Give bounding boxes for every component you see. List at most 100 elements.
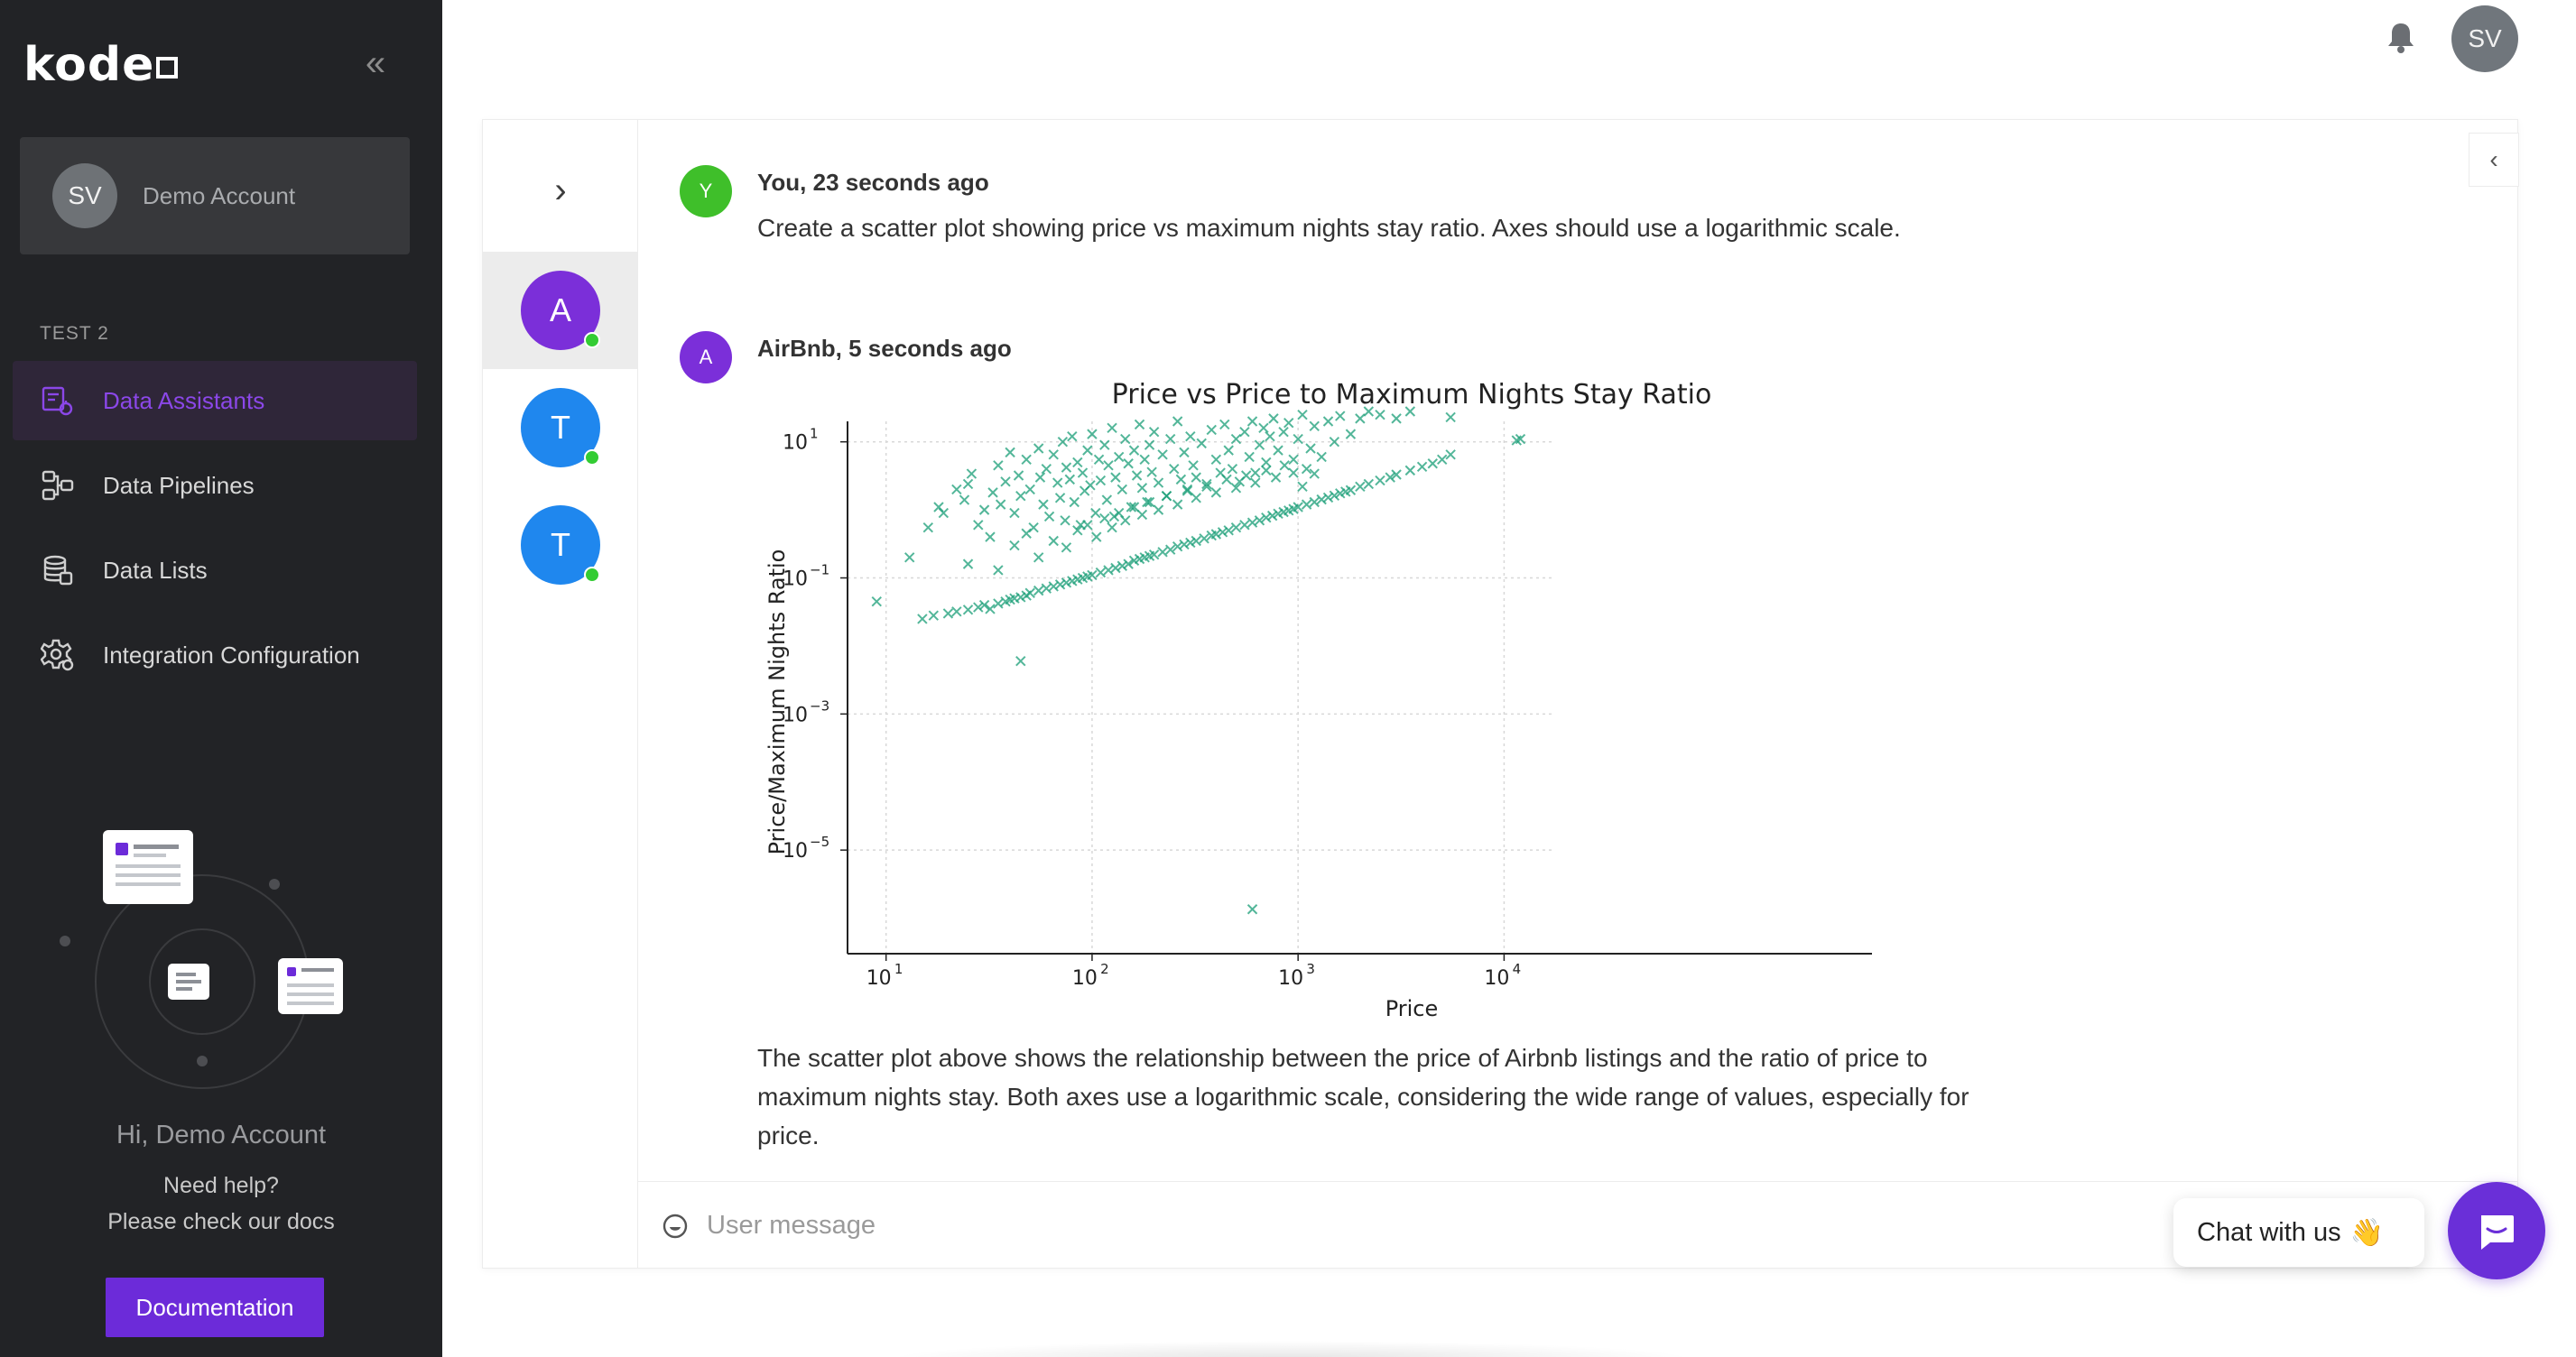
data-point xyxy=(1322,416,1334,427)
sidebar-item-integration-configuration[interactable]: Integration Configuration xyxy=(13,615,417,695)
help-docs-text: Please check our docs xyxy=(107,1209,335,1234)
chat-with-us-label: Chat with us xyxy=(2197,1217,2341,1247)
data-point xyxy=(1069,496,1080,508)
sidebar-item-data-assistants[interactable]: Data Assistants xyxy=(13,361,417,440)
assistant-avatar: A xyxy=(521,271,600,350)
data-point xyxy=(1223,525,1234,536)
data-point xyxy=(1015,491,1026,502)
account-card[interactable]: SV Demo Account xyxy=(20,137,410,254)
data-point xyxy=(1210,487,1222,498)
data-point xyxy=(985,531,996,542)
data-point xyxy=(1054,579,1066,590)
bell-icon[interactable] xyxy=(2385,20,2417,56)
sidebar-item-data-pipelines[interactable]: Data Pipelines xyxy=(13,446,417,525)
assistant-item-1[interactable]: A xyxy=(483,252,638,369)
data-point xyxy=(1033,585,1044,596)
data-point xyxy=(1099,439,1110,450)
data-point xyxy=(1077,467,1089,478)
assistant-item-3[interactable]: T xyxy=(483,486,638,604)
data-point xyxy=(1329,436,1340,448)
collapse-sidebar-icon[interactable]: « xyxy=(365,43,386,83)
data-point xyxy=(1283,417,1294,429)
chat-launcher-button[interactable] xyxy=(2448,1182,2545,1279)
data-point xyxy=(938,507,950,519)
data-point xyxy=(1363,478,1375,490)
data-point xyxy=(1206,424,1217,436)
scatter-chart: Price vs Price to Maximum Nights Stay Ra… xyxy=(764,382,1872,1021)
data-point xyxy=(1240,470,1252,481)
y-tick-exponent: −5 xyxy=(810,834,829,850)
data-point xyxy=(1244,451,1255,463)
data-point xyxy=(1148,549,1160,560)
data-point xyxy=(1153,504,1164,515)
x-tick-label: 10 xyxy=(1278,967,1303,990)
data-point xyxy=(1009,507,1020,519)
assistant-avatar: T xyxy=(521,388,600,467)
x-tick-exponent: 3 xyxy=(1306,961,1315,977)
data-point xyxy=(1117,484,1127,495)
data-point xyxy=(1157,449,1168,460)
message-header: You, 23 seconds ago xyxy=(757,169,989,196)
chevron-left-icon[interactable]: ‹ xyxy=(2469,133,2519,187)
data-point xyxy=(1246,517,1258,528)
data-point xyxy=(1005,447,1015,458)
database-icon xyxy=(40,552,76,588)
data-point xyxy=(1293,502,1303,512)
data-point xyxy=(1101,494,1113,505)
data-point xyxy=(962,478,974,490)
data-point xyxy=(951,606,962,617)
x-tick-label: 10 xyxy=(1072,967,1098,990)
sidebar-nav: Data Assistants Data Pipelines xyxy=(13,361,417,700)
data-point xyxy=(1165,544,1176,555)
chevron-right-icon[interactable]: › xyxy=(554,171,567,210)
data-point xyxy=(1375,409,1385,420)
data-point xyxy=(1181,485,1193,496)
data-point xyxy=(995,499,1006,510)
x-tick-exponent: 1 xyxy=(894,961,903,977)
data-point xyxy=(1013,470,1024,481)
emoji-icon[interactable] xyxy=(662,1213,689,1240)
data-point xyxy=(1335,411,1346,421)
data-point xyxy=(1061,462,1072,473)
data-point xyxy=(962,605,974,615)
chart-title: Price vs Price to Maximum Nights Stay Ra… xyxy=(1112,382,1712,411)
data-point xyxy=(1043,511,1055,522)
app-logo[interactable]: kode xyxy=(23,38,179,92)
data-point xyxy=(1210,529,1222,540)
data-point xyxy=(1024,587,1035,598)
user-avatar[interactable]: SV xyxy=(2451,5,2518,72)
data-point xyxy=(1355,413,1366,424)
data-point xyxy=(1095,475,1107,486)
data-point xyxy=(1230,522,1242,533)
data-point xyxy=(959,494,970,505)
x-axis-label: Price xyxy=(1385,996,1439,1021)
data-point xyxy=(1210,454,1222,465)
data-point xyxy=(1128,502,1140,512)
data-point xyxy=(1123,458,1134,469)
x-tick-label: 10 xyxy=(1484,967,1509,990)
assistant-item-2[interactable]: T xyxy=(483,369,638,486)
assistant-initial: A xyxy=(549,291,571,328)
data-point xyxy=(1246,904,1258,915)
data-point xyxy=(1113,451,1125,463)
data-point xyxy=(973,520,984,531)
data-point xyxy=(942,608,954,619)
documentation-button[interactable]: Documentation xyxy=(106,1278,324,1337)
logo-text: kode xyxy=(23,38,155,92)
data-point xyxy=(1126,502,1137,512)
data-point xyxy=(1191,472,1201,483)
data-point xyxy=(962,558,974,569)
help-illustration xyxy=(60,830,343,1089)
sidebar-item-data-lists[interactable]: Data Lists xyxy=(13,531,417,610)
data-point xyxy=(1175,474,1187,485)
data-point xyxy=(1034,472,1046,483)
data-point xyxy=(1309,468,1320,479)
message-input[interactable] xyxy=(707,1202,2151,1249)
data-point xyxy=(978,599,990,611)
data-point xyxy=(1239,426,1250,438)
data-point xyxy=(1060,515,1070,526)
chat-with-us-bubble[interactable]: Chat with us 👋 xyxy=(2173,1198,2424,1267)
data-point xyxy=(1427,458,1438,469)
data-point xyxy=(1309,496,1320,508)
assistant-avatar: T xyxy=(521,505,600,585)
